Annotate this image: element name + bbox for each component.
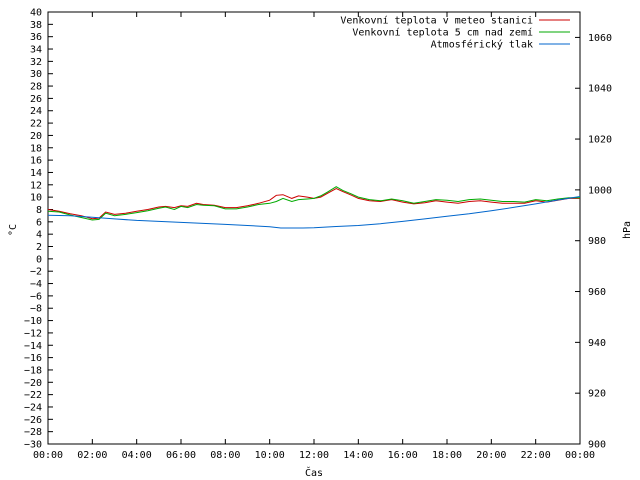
series-line-3 (47, 196, 581, 229)
x-axis-title: Čas (305, 466, 323, 479)
x-tick-label: 16:00 (388, 450, 418, 461)
x-tick-label: 10:00 (255, 450, 285, 461)
y2-tick-label: 1060 (588, 33, 612, 44)
y2-tick-label: 940 (588, 338, 606, 349)
y-tick-label: −14 (24, 341, 42, 352)
y2-tick-label: 1020 (588, 135, 612, 146)
series-layer (47, 186, 581, 229)
y2-axis-title: hPa (622, 221, 633, 239)
legend-label-2: Venkovní teplota 5 cm nad zemí (352, 27, 533, 39)
y-tick-label: −4 (30, 279, 42, 290)
x-tick-label: 12:00 (299, 450, 329, 461)
y-tick-label: 20 (30, 131, 42, 142)
y-tick-label: −16 (24, 353, 42, 364)
y-tick-label: −30 (24, 440, 42, 451)
y-tick-label: −10 (24, 316, 42, 327)
y-tick-label: −20 (24, 378, 42, 389)
x-tick-label: 00:00 (33, 450, 63, 461)
y-tick-label: 10 (30, 193, 42, 204)
y-tick-label: 22 (30, 119, 42, 130)
series-line-1 (47, 187, 580, 220)
y-tick-label: 8 (36, 205, 42, 216)
legend-label-3: Atmosférický tlak (431, 39, 533, 51)
legend-label-1: Venkovní teplota v meteo stanici (340, 15, 533, 27)
y2-tick-label: 920 (588, 389, 606, 400)
y2-tick-label: 1000 (588, 185, 612, 196)
y-tick-label: 18 (30, 143, 42, 154)
y-tick-label: 40 (30, 8, 42, 19)
y2-tick-label: 900 (588, 440, 606, 451)
y2-tick-label: 980 (588, 236, 606, 247)
y-right-axis: 900 920 940 960 980 1000 1020 1040 1060 (575, 33, 612, 451)
legend: Venkovní teplota v meteo staniciVenkovní… (340, 15, 570, 51)
y-left-axis: −30−28−26−24−22−20−18−16−14−12−10−8−6−4−… (24, 8, 53, 451)
x-tick-label: 18:00 (432, 450, 462, 461)
x-tick-label: 00:00 (565, 450, 595, 461)
x-tick-label: 14:00 (343, 450, 373, 461)
y-tick-label: 38 (30, 20, 42, 31)
y-tick-label: −6 (30, 291, 42, 302)
y-tick-label: 24 (30, 106, 42, 117)
y-tick-label: −22 (24, 390, 42, 401)
x-tick-label: 08:00 (210, 450, 240, 461)
x-tick-label: 02:00 (77, 450, 107, 461)
y-axis-title: °C (8, 224, 19, 236)
y-tick-label: −12 (24, 328, 42, 339)
y2-tick-label: 1040 (588, 84, 612, 95)
y-tick-label: 12 (30, 180, 42, 191)
y-tick-label: −8 (30, 304, 42, 315)
x-tick-label: 06:00 (166, 450, 196, 461)
y-tick-label: −26 (24, 415, 42, 426)
y-tick-label: 36 (30, 32, 42, 43)
y-tick-label: 14 (30, 168, 42, 179)
x-tick-label: 20:00 (476, 450, 506, 461)
y-tick-label: 6 (36, 217, 42, 228)
series-line-2 (47, 186, 580, 221)
x-axis: 00:00 02:00 04:00 06:00 08:00 10:00 12:00 14:00… (33, 12, 595, 461)
y-tick-label: 26 (30, 94, 42, 105)
y-tick-label: −2 (30, 267, 42, 278)
y-tick-label: 2 (36, 242, 42, 253)
y-tick-label: 0 (36, 254, 42, 265)
x-tick-label: 04:00 (122, 450, 152, 461)
y-tick-label: 4 (36, 230, 42, 241)
y-tick-label: 34 (30, 45, 42, 56)
y-tick-label: −18 (24, 365, 42, 376)
y-tick-label: −24 (24, 402, 42, 413)
y-tick-label: 16 (30, 156, 42, 167)
y-tick-label: 28 (30, 82, 42, 93)
x-tick-label: 22:00 (521, 450, 551, 461)
y-tick-label: −28 (24, 427, 42, 438)
y-tick-label: 32 (30, 57, 42, 68)
y-tick-label: 30 (30, 69, 42, 80)
y2-tick-label: 960 (588, 287, 606, 298)
